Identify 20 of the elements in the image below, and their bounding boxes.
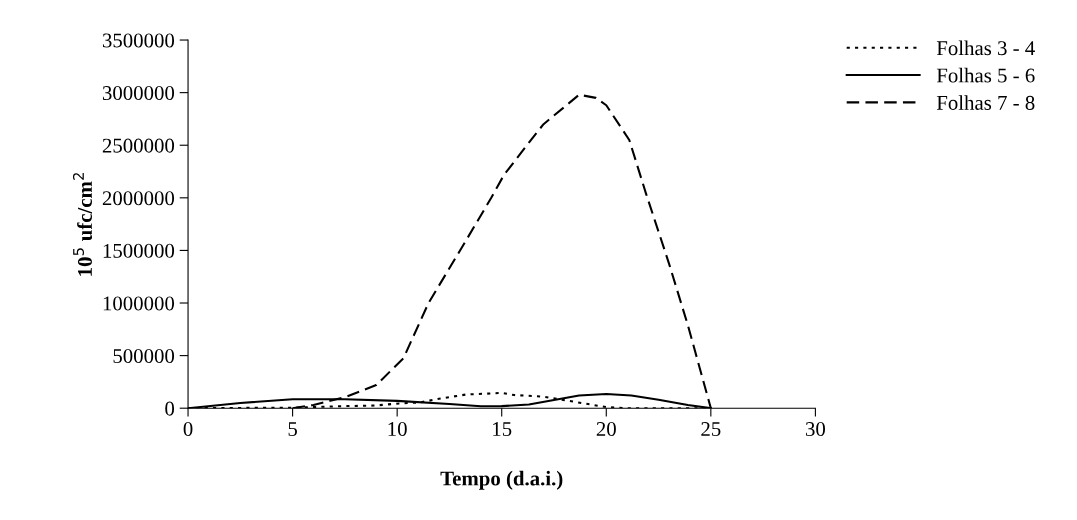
y-tick-label: 3000000 — [102, 86, 175, 101]
y-tick-label: 2000000 — [102, 191, 175, 206]
y-axis-title: 10$^{5}$ ufc/cm$^{2}$ — [72, 173, 93, 276]
y-tick-label: 1500000 — [103, 243, 175, 258]
y-tick-label: 1000000 — [103, 296, 175, 311]
x-tick-label: 25 — [701, 422, 721, 437]
x-tick-label: 20 — [596, 422, 616, 437]
x-tick-label: 15 — [493, 422, 512, 437]
x-axis-title: Tempo (d.a.i.) — [440, 470, 563, 490]
legend-label: Folhas 3 - 4 — [936, 40, 1035, 56]
x-tick-label: 30 — [805, 422, 826, 437]
legend-label: Folhas 5 - 6 — [936, 67, 1035, 83]
y-tick-label: 0 — [165, 401, 175, 416]
y-tick-label: 2500000 — [102, 138, 175, 153]
legend-label: Folhas 7 - 8 — [936, 95, 1035, 110]
y-tick-label: 500000 — [113, 348, 175, 364]
x-tick-label: 5 — [288, 422, 297, 437]
x-tick-label: 0 — [183, 422, 193, 437]
x-tick-label: 10 — [388, 422, 407, 437]
y-tick-label: 3500000 — [102, 33, 175, 48]
